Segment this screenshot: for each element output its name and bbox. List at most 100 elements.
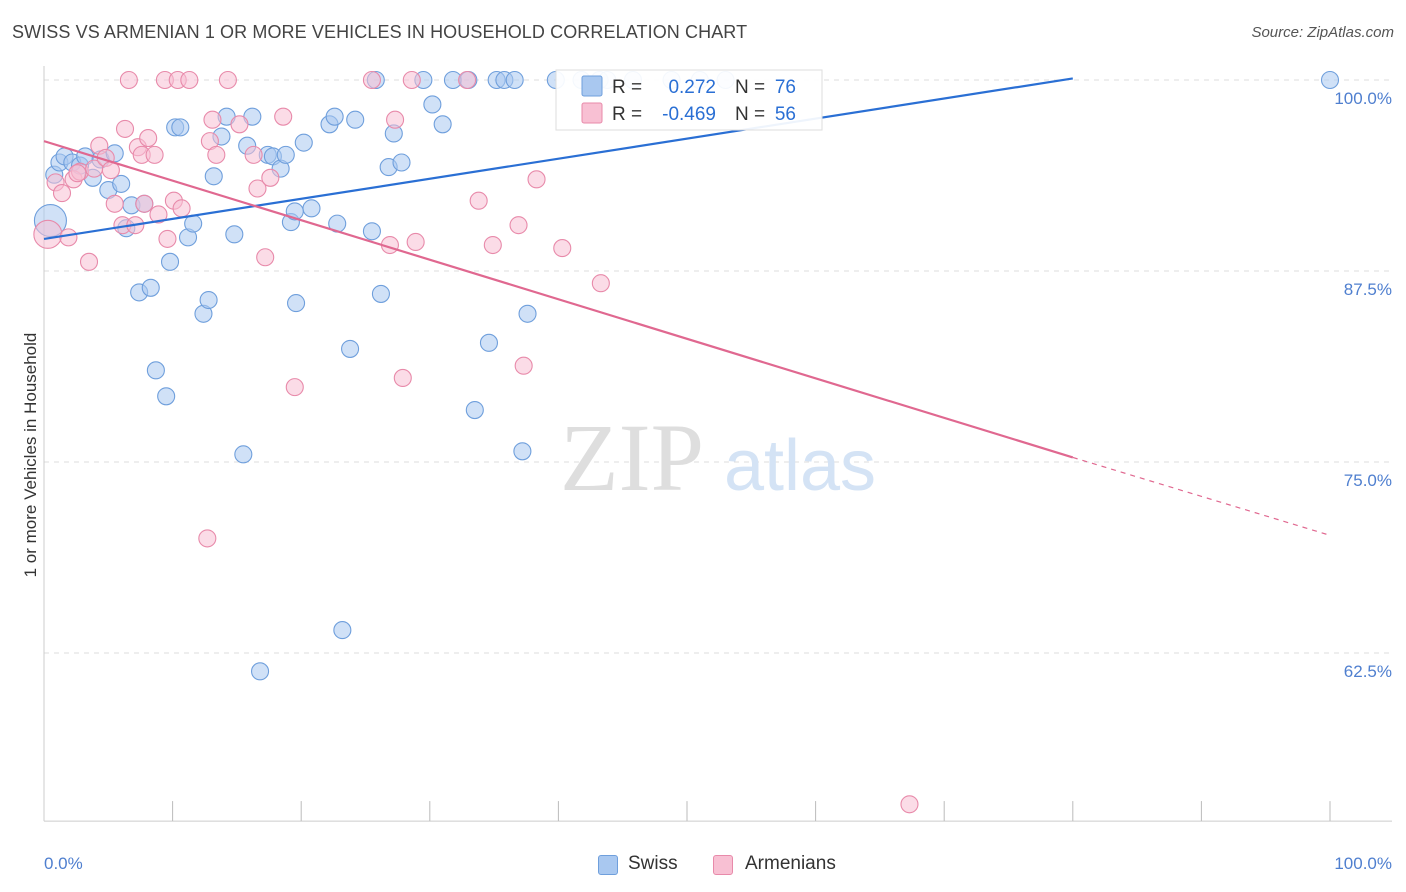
- armenian-point: [203, 110, 222, 129]
- swiss-point: [362, 222, 381, 241]
- swiss-point: [302, 199, 321, 218]
- armenian-point: [79, 252, 99, 271]
- grid: [44, 79, 1392, 654]
- armenian-point: [158, 229, 177, 248]
- armenian-point: [119, 70, 138, 90]
- axes: [43, 66, 1392, 822]
- swiss-point: [513, 442, 532, 461]
- armenian-point: [105, 194, 124, 213]
- swiss-point: [294, 133, 313, 152]
- swiss-point: [141, 278, 160, 297]
- swiss-trend-line: [43, 77, 1073, 240]
- swiss-point: [171, 118, 190, 137]
- armenian-point: [261, 168, 280, 187]
- armenian-point: [274, 107, 293, 126]
- stats-armenian-r-value: -0.469: [662, 104, 716, 125]
- swiss-point: [325, 107, 344, 126]
- swiss-point: [392, 153, 411, 172]
- trend-lines: [43, 77, 1331, 536]
- swiss-point: [204, 167, 223, 186]
- armenian-point: [244, 145, 263, 164]
- armenian-point: [285, 378, 304, 397]
- armenian-point: [386, 110, 405, 129]
- stats-swiss-n-value: 76: [775, 77, 796, 98]
- armenian-point: [52, 184, 72, 203]
- armenian-point: [135, 194, 154, 213]
- armenian-point: [514, 356, 533, 375]
- x-tick-label: 0.0%: [44, 854, 83, 873]
- legend-armenian-label[interactable]: Armenians: [745, 853, 836, 874]
- legend-swiss-swatch[interactable]: [598, 855, 618, 875]
- armenian-point: [591, 274, 610, 293]
- swiss-point: [423, 95, 442, 114]
- armenian-point: [59, 228, 78, 247]
- swiss-point: [341, 339, 360, 358]
- swiss-point: [465, 400, 484, 420]
- armenian-point: [139, 129, 158, 148]
- stats-armenian-r-label: R =: [612, 104, 642, 125]
- armenian-point: [115, 119, 135, 138]
- swiss-point: [433, 115, 452, 134]
- stats-swiss-swatch: [581, 75, 603, 97]
- stats-armenian-n-label: N =: [735, 104, 765, 125]
- swiss-point: [146, 361, 165, 380]
- armenian-point: [218, 70, 237, 90]
- armenian-point: [393, 368, 412, 388]
- armenian-point: [180, 70, 199, 90]
- watermark-atlas: atlas: [724, 426, 876, 506]
- swiss-point: [287, 294, 306, 313]
- swiss-point: [285, 202, 304, 221]
- armenian-point: [230, 115, 249, 134]
- armenian-point: [402, 70, 421, 90]
- stats-armenian-swatch: [581, 102, 603, 124]
- armenian-point: [527, 170, 546, 189]
- source-label: Source: ZipAtlas.com: [1251, 24, 1394, 41]
- armenian-point: [900, 795, 919, 814]
- armenian-point: [458, 70, 477, 90]
- armenian-point: [553, 239, 572, 258]
- armenian-point: [68, 164, 87, 183]
- stats-armenian-n-value: 56: [775, 104, 796, 125]
- stats-swiss-n-label: N =: [735, 77, 765, 98]
- armenian-point: [483, 235, 502, 255]
- swiss-point: [276, 145, 295, 164]
- swiss-point: [199, 290, 218, 310]
- y-tick-label: 100.0%: [1334, 89, 1392, 108]
- swiss-point: [1320, 70, 1340, 90]
- swiss-point: [333, 621, 352, 640]
- swiss-point: [479, 333, 499, 352]
- armenian-point: [256, 248, 275, 267]
- y-tick-label: 87.5%: [1344, 280, 1392, 299]
- y-tick-label: 75.0%: [1344, 471, 1392, 490]
- legend-swiss-label[interactable]: Swiss: [628, 853, 678, 874]
- swiss-point: [234, 445, 253, 464]
- swiss-point: [225, 225, 244, 244]
- y-axis-label: 1 or more Vehicles in Household: [21, 333, 40, 578]
- armenian-point: [362, 70, 381, 90]
- legend-armenian-swatch[interactable]: [713, 855, 733, 875]
- x-tick-label: 100.0%: [1334, 854, 1392, 873]
- stats-swiss-r-value: 0.272: [668, 77, 716, 98]
- armenian-point: [172, 199, 191, 218]
- armenian-point: [198, 529, 217, 548]
- chart-title: SWISS VS ARMENIAN 1 OR MORE VEHICLES IN …: [12, 22, 748, 42]
- x-tick-labels: 0.0% 100.0%: [44, 854, 1392, 873]
- swiss-point: [112, 174, 131, 193]
- swiss-point: [346, 110, 365, 129]
- armenian-point: [509, 216, 528, 235]
- armenian-trend-extension: [1072, 456, 1331, 536]
- swiss-point: [250, 662, 270, 681]
- armenian-point: [469, 191, 488, 210]
- swiss-point: [505, 70, 524, 90]
- swiss-point: [518, 304, 537, 323]
- stats-box: R = 0.272 N = 76 R = -0.469 N = 56: [555, 69, 823, 131]
- armenian-trend-line: [43, 140, 1074, 459]
- swiss-point: [371, 284, 390, 303]
- swiss-point: [157, 387, 176, 406]
- y-tick-label: 62.5%: [1344, 662, 1392, 681]
- armenian-point: [149, 205, 168, 224]
- armenian-point: [248, 179, 267, 198]
- watermark-zip: ZIP: [560, 404, 704, 511]
- swiss-point: [160, 252, 180, 271]
